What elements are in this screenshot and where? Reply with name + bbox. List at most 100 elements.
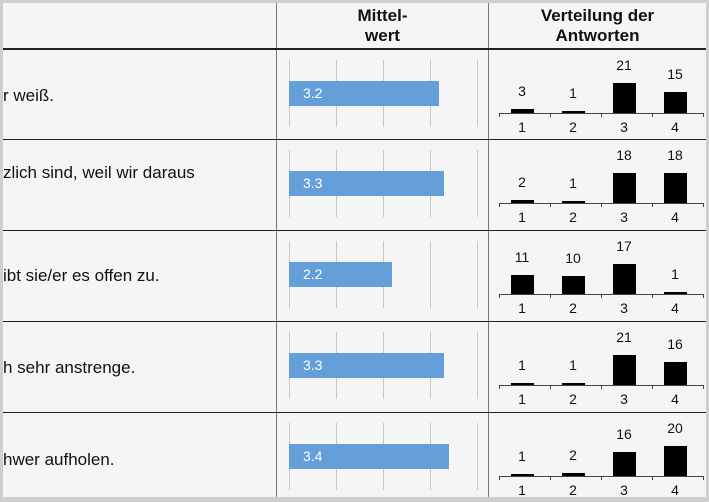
axis-tick bbox=[499, 476, 500, 480]
column-divider bbox=[488, 3, 489, 497]
row-divider bbox=[3, 412, 706, 413]
axis-tick bbox=[550, 476, 551, 480]
distribution-value-label: 1 bbox=[671, 266, 679, 282]
distribution-category-label: 4 bbox=[671, 300, 679, 316]
distribution-bar bbox=[613, 173, 636, 203]
mean-value-label: 3.3 bbox=[303, 175, 323, 191]
distribution-bar bbox=[562, 201, 585, 203]
distribution-value-label: 11 bbox=[514, 248, 530, 265]
axis-tick bbox=[499, 294, 500, 298]
distribution-bar bbox=[511, 108, 534, 113]
distribution-category-label: 4 bbox=[671, 119, 679, 135]
distribution-value-label: 21 bbox=[616, 57, 632, 73]
header-mean-line1: Mittel- bbox=[357, 5, 408, 25]
question-text: ibt sie/er es offen zu. bbox=[3, 266, 160, 285]
distribution-value-label: 3 bbox=[518, 82, 526, 99]
mean-value-label: 2.2 bbox=[303, 266, 323, 282]
mean-value-label: 3.4 bbox=[303, 448, 323, 464]
distribution-category-label: 2 bbox=[569, 300, 577, 316]
distribution-value-label: 1 bbox=[569, 85, 577, 101]
distribution-bar bbox=[664, 292, 687, 294]
distribution-bar bbox=[613, 452, 636, 476]
distribution-bar bbox=[562, 383, 585, 385]
axis-tick bbox=[652, 385, 653, 389]
distribution-bar bbox=[664, 446, 687, 476]
question-text: r weiß. bbox=[3, 86, 54, 105]
distribution-category-label: 1 bbox=[518, 482, 526, 497]
distribution-value-label: 1 bbox=[569, 357, 577, 373]
distribution-value-label: 16 bbox=[616, 426, 632, 442]
distribution-value-label: 17 bbox=[616, 238, 632, 254]
mean-bar: 2.2 bbox=[289, 262, 393, 287]
distribution-value-label: 2 bbox=[518, 173, 526, 190]
mean-gridline bbox=[430, 241, 431, 308]
axis-tick bbox=[550, 294, 551, 298]
distribution-value-label: 1 bbox=[569, 175, 577, 191]
mean-gridline bbox=[477, 150, 478, 217]
header-dist-line2: Antworten bbox=[555, 25, 640, 45]
distribution-value-label: 18 bbox=[667, 147, 683, 163]
axis-tick bbox=[601, 113, 602, 117]
distribution-category-label: 2 bbox=[569, 209, 577, 225]
distribution-bar bbox=[562, 276, 585, 294]
distribution-category-label: 4 bbox=[671, 391, 679, 407]
distribution-category-label: 3 bbox=[620, 119, 628, 135]
axis-tick bbox=[703, 203, 704, 207]
distribution-value-label: 15 bbox=[667, 65, 683, 82]
distribution-bar bbox=[511, 199, 534, 203]
mean-gridline bbox=[477, 423, 478, 490]
header-distribution: Verteilung der Antworten bbox=[489, 3, 706, 48]
axis-tick bbox=[601, 203, 602, 207]
distribution-value-label: 20 bbox=[667, 420, 683, 436]
distribution-bar bbox=[613, 83, 636, 113]
axis-tick bbox=[499, 385, 500, 389]
mean-gridline bbox=[477, 60, 478, 127]
distribution-category-label: 3 bbox=[620, 482, 628, 497]
question-text: zlich sind, weil wir daraus bbox=[3, 163, 195, 182]
results-table: Mittel- wert Verteilung der Antworten r … bbox=[3, 3, 706, 497]
header-mean: Mittel- wert bbox=[277, 3, 488, 48]
distribution-value-label: 16 bbox=[667, 336, 683, 353]
distribution-category-label: 4 bbox=[671, 209, 679, 225]
distribution-value-label: 21 bbox=[616, 329, 632, 345]
distribution-bar bbox=[664, 362, 687, 385]
row-divider bbox=[3, 321, 706, 322]
axis-tick bbox=[499, 113, 500, 117]
distribution-bar bbox=[511, 383, 534, 385]
distribution-value-label: 2 bbox=[569, 447, 577, 463]
distribution-category-label: 3 bbox=[620, 391, 628, 407]
axis-tick bbox=[652, 113, 653, 117]
mean-value-label: 3.2 bbox=[303, 85, 323, 101]
mean-bar: 3.4 bbox=[289, 444, 449, 469]
header-dist-line1: Verteilung der bbox=[540, 5, 655, 25]
axis-tick bbox=[601, 476, 602, 480]
axis-tick bbox=[703, 476, 704, 480]
axis-tick bbox=[499, 203, 500, 207]
axis-tick bbox=[550, 113, 551, 117]
distribution-category-label: 1 bbox=[518, 209, 526, 225]
distribution-category-label: 1 bbox=[518, 391, 526, 407]
distribution-category-label: 2 bbox=[569, 391, 577, 407]
row-divider bbox=[3, 139, 706, 140]
mean-bar: 3.3 bbox=[289, 171, 445, 196]
axis-tick bbox=[652, 203, 653, 207]
mean-bar: 3.3 bbox=[289, 353, 445, 378]
distribution-value-label: 10 bbox=[565, 250, 581, 267]
axis-tick bbox=[550, 385, 551, 389]
distribution-value-label: 18 bbox=[616, 147, 632, 163]
distribution-category-label: 3 bbox=[620, 300, 628, 316]
axis-tick bbox=[652, 294, 653, 298]
question-text: hwer aufholen. bbox=[3, 450, 115, 469]
axis-tick bbox=[601, 294, 602, 298]
row-divider bbox=[3, 230, 706, 231]
mean-value-label: 3.3 bbox=[303, 357, 323, 373]
distribution-value-label: 1 bbox=[518, 357, 526, 373]
distribution-category-label: 1 bbox=[518, 119, 526, 135]
distribution-category-label: 1 bbox=[518, 300, 526, 316]
distribution-bar bbox=[511, 274, 534, 294]
distribution-value-label: 1 bbox=[518, 448, 526, 464]
distribution-bar bbox=[664, 173, 687, 203]
distribution-bar bbox=[562, 111, 585, 113]
header-mean-line2: wert bbox=[365, 25, 400, 45]
distribution-bar bbox=[562, 473, 585, 476]
